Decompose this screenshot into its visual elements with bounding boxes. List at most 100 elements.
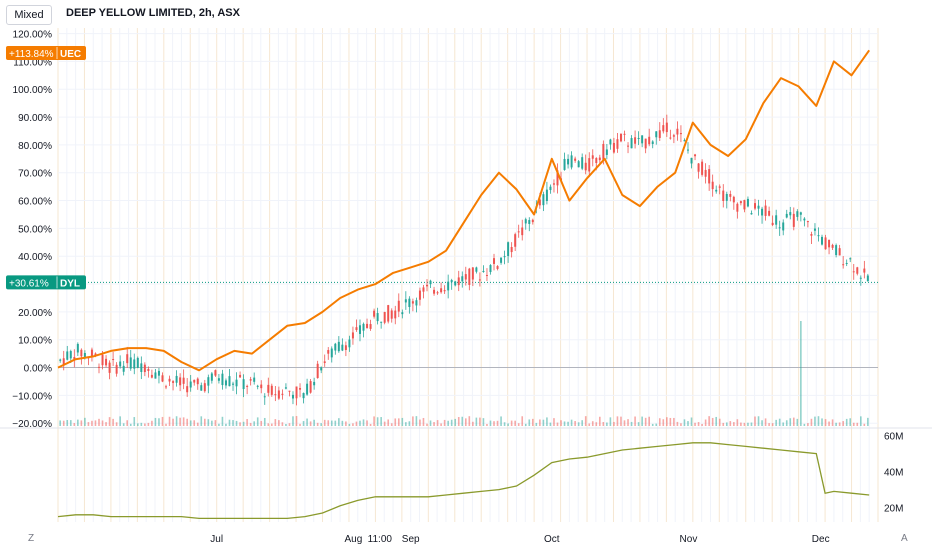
dyl-value: +30.61% [9, 278, 49, 289]
candle-body [552, 183, 555, 185]
volume-bar [606, 422, 608, 426]
chart-title: DEEP YELLOW LIMITED, 2h, ASX [66, 7, 240, 19]
volume-bar [447, 420, 449, 426]
volume-bar [345, 421, 347, 426]
volume-bar [535, 422, 538, 426]
candle-body [59, 359, 62, 361]
dyl-name: DYL [60, 278, 80, 289]
volume-bar [835, 422, 837, 426]
candle-body [306, 383, 309, 395]
candle-body [157, 370, 160, 376]
candle-body [461, 276, 464, 282]
volume-bar [119, 416, 121, 426]
volume-bar [271, 423, 273, 426]
volume-bar [792, 417, 795, 426]
volume-bar [161, 416, 164, 426]
volume-bar [549, 422, 552, 426]
volume-bar [852, 422, 855, 426]
volume-bar [263, 417, 266, 426]
volume-bar [200, 416, 203, 426]
candle-body [376, 313, 379, 322]
candle-body [581, 157, 584, 169]
volume-bar [704, 419, 707, 426]
candle-body [792, 213, 795, 227]
candle-body [224, 380, 227, 386]
volume-bars [59, 321, 869, 426]
candle-body [260, 384, 263, 389]
candle-body [563, 158, 566, 170]
candle-body [616, 139, 619, 149]
candle-body [433, 289, 436, 294]
volume-bar [87, 422, 90, 426]
candle-body [718, 186, 721, 188]
y-tick-label: 120.00% [13, 30, 53, 41]
candle-body [810, 234, 813, 236]
volume-bar [348, 423, 351, 426]
volume-bar [369, 423, 372, 426]
x-tick-label: Dec [812, 534, 830, 545]
candle-body [397, 300, 400, 312]
volume-bar [789, 418, 792, 426]
y-tick-label: 20.00% [18, 308, 52, 319]
candle-body [785, 213, 788, 218]
candle-body [605, 149, 608, 155]
y-tick-label: −20.00% [12, 419, 52, 430]
candle-body [179, 377, 182, 386]
candle-body [369, 324, 372, 329]
volume-bar [658, 418, 661, 426]
volume-bar [80, 420, 83, 426]
volume-bar [553, 418, 555, 426]
candle-body [281, 393, 284, 395]
volume-bar [747, 422, 749, 426]
volume-bar [211, 420, 213, 426]
volume-bar [599, 416, 601, 426]
y-tick-label: 50.00% [18, 224, 52, 235]
candle-body [362, 323, 365, 331]
candle-body [757, 205, 760, 209]
volume-bar [144, 423, 146, 426]
volume-bar [408, 421, 411, 426]
candle-body [140, 363, 143, 373]
y-tick-label: 10.00% [18, 336, 52, 347]
candle-body [344, 345, 347, 351]
volume-bar [814, 416, 816, 426]
candle-body [485, 274, 488, 276]
auto-scale-button[interactable]: A [901, 533, 908, 544]
volume-bar [627, 419, 629, 426]
volume-bar [221, 416, 224, 426]
candle-body [736, 203, 739, 212]
volume-bar [831, 419, 834, 426]
candle-body [598, 157, 601, 161]
mode-dropdown[interactable]: Mixed [6, 5, 52, 25]
candle-body [415, 300, 418, 306]
volume-bar [613, 421, 615, 426]
candle-body [482, 270, 485, 273]
volume-bar [718, 418, 721, 426]
volume-bar [676, 421, 679, 426]
volume-bar [637, 422, 640, 426]
zoom-reset-button[interactable]: Z [28, 533, 35, 544]
candle-body [418, 290, 421, 300]
candle-body [708, 169, 711, 184]
volume-bar [602, 422, 605, 426]
candle-body [94, 353, 97, 356]
volume-bar [588, 423, 591, 426]
candle-body [799, 212, 802, 215]
candle-body [729, 194, 732, 197]
candle-body [531, 219, 534, 223]
volume-bar [687, 421, 689, 426]
candle-body [302, 393, 305, 399]
volume-bar [521, 416, 524, 426]
candle-body [754, 203, 756, 209]
volume-bar [457, 417, 460, 426]
volume-bar [256, 417, 259, 426]
candle-body [380, 321, 383, 323]
candle-body [859, 277, 862, 279]
volume-bar [496, 420, 499, 426]
volume-bar [651, 423, 654, 426]
candle-body [101, 354, 104, 366]
volume-bar [330, 420, 333, 426]
volume-bar [489, 420, 492, 426]
volume-bar [204, 418, 206, 426]
candle-body [842, 264, 845, 266]
